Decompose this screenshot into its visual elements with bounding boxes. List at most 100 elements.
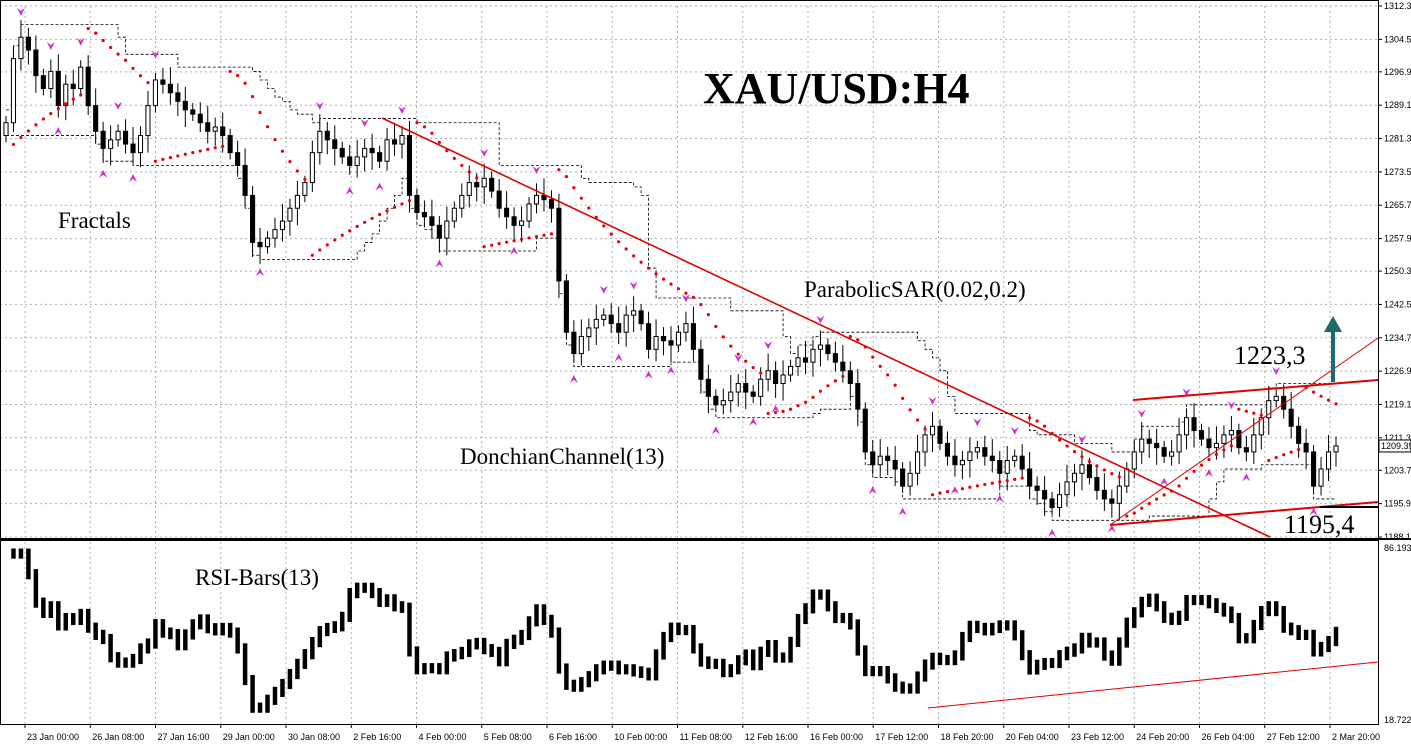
psar-dot	[1057, 438, 1062, 442]
fractal-up-marker	[151, 50, 160, 59]
psar-dot	[945, 490, 950, 494]
candle-body	[802, 357, 809, 363]
candle-body	[1012, 455, 1018, 461]
psar-dot	[639, 260, 643, 264]
donchian-channel	[6, 23, 1336, 521]
fractal-down-marker	[99, 169, 108, 178]
psar-dot	[505, 240, 509, 244]
candle-body	[541, 194, 547, 201]
price-tick-label: 1312.30	[1384, 1, 1411, 11]
fractal-down-marker	[1309, 507, 1318, 516]
candle-body	[1176, 434, 1182, 453]
psar-dot	[41, 117, 45, 121]
candle-body	[885, 455, 891, 461]
candle-body	[922, 434, 928, 453]
psar-dot	[564, 174, 568, 179]
psar-dot	[250, 95, 255, 99]
candle-body	[406, 135, 413, 196]
fractal-down-marker	[375, 182, 384, 191]
candle-body	[272, 229, 278, 239]
candle-body	[302, 182, 308, 196]
candle-body	[25, 36, 31, 51]
time-tick-label: 6 Feb 16:00	[549, 732, 597, 742]
psar-dot	[348, 229, 352, 233]
psar-dot	[1184, 476, 1189, 480]
psar-dot	[788, 407, 793, 411]
candle-body	[937, 425, 943, 444]
psar-dot	[49, 112, 53, 116]
candle-body	[48, 70, 54, 90]
candle-body	[713, 395, 719, 406]
candle-body	[10, 58, 17, 124]
psar-dot	[131, 66, 135, 70]
candle-body	[1191, 417, 1197, 432]
psar-dot	[71, 97, 75, 101]
psar-dot	[706, 312, 710, 317]
candle-body	[1198, 430, 1205, 440]
psar-dot	[475, 176, 479, 180]
psar-dot	[729, 344, 733, 348]
candle-body	[436, 224, 442, 239]
fractal-up-marker	[114, 101, 123, 110]
candle-body	[1124, 468, 1130, 487]
candle-body	[698, 348, 704, 380]
psar-dot	[1117, 475, 1121, 479]
psar-dot	[602, 224, 606, 228]
candle-body	[705, 378, 711, 397]
psar-dot	[1095, 464, 1099, 468]
current-price-label: 1209.39	[1381, 441, 1411, 451]
rsi-bars-series	[11, 548, 1339, 713]
psar-dot	[534, 234, 539, 239]
candle-body	[1131, 451, 1137, 470]
current-price-box	[1378, 439, 1411, 453]
candle-body	[63, 83, 69, 107]
psar-dot	[1326, 398, 1331, 402]
time-tick-label: 23 Feb 12:00	[1071, 732, 1124, 742]
candle-body	[646, 323, 652, 350]
candle-body	[974, 447, 980, 453]
candle-body	[847, 370, 853, 385]
candle-body	[840, 361, 846, 372]
support-line	[1109, 501, 1379, 526]
resistance-level-label: 1223,3	[1234, 341, 1306, 370]
candle-body	[227, 135, 233, 154]
candle-body	[1206, 438, 1212, 449]
fractal-up-marker	[1077, 435, 1086, 444]
candle-body	[817, 344, 823, 350]
candle-body	[414, 194, 420, 213]
psar-dot	[878, 364, 882, 368]
candle-body	[85, 66, 91, 107]
candle-body	[1034, 485, 1040, 491]
candle-body	[750, 391, 756, 397]
candle-body	[1288, 408, 1294, 427]
candle-body	[832, 353, 838, 363]
candle-body	[959, 459, 965, 466]
candle-body	[623, 314, 629, 333]
psar-dot	[1214, 452, 1219, 457]
time-tick-label: 11 Feb 08:00	[680, 732, 732, 742]
fractal-up-marker	[816, 315, 825, 324]
psar-dot	[482, 245, 486, 249]
psar-dot	[1267, 458, 1271, 463]
rsi-tick-label: 86.1933	[1384, 543, 1411, 553]
candle-body	[108, 139, 114, 149]
psar-dot	[445, 149, 449, 153]
psar-dot	[1125, 514, 1129, 518]
fractal-down-marker	[345, 186, 354, 195]
candle-body	[683, 323, 689, 333]
time-tick-label: 18 Feb 20:00	[941, 732, 994, 742]
psar-dot	[886, 373, 890, 377]
psar-dot	[221, 144, 225, 148]
psar-dot	[1028, 416, 1032, 420]
candle-body	[354, 156, 360, 166]
fractal-down-marker	[435, 259, 444, 268]
candle-body	[1079, 464, 1085, 474]
candle-body	[1154, 442, 1160, 449]
donchian-lower	[6, 135, 1336, 521]
psar-dot	[1005, 478, 1009, 483]
candle-body	[1266, 400, 1272, 419]
psar-dot	[385, 209, 389, 213]
candle-body	[855, 383, 861, 410]
psar-dot	[774, 410, 778, 415]
